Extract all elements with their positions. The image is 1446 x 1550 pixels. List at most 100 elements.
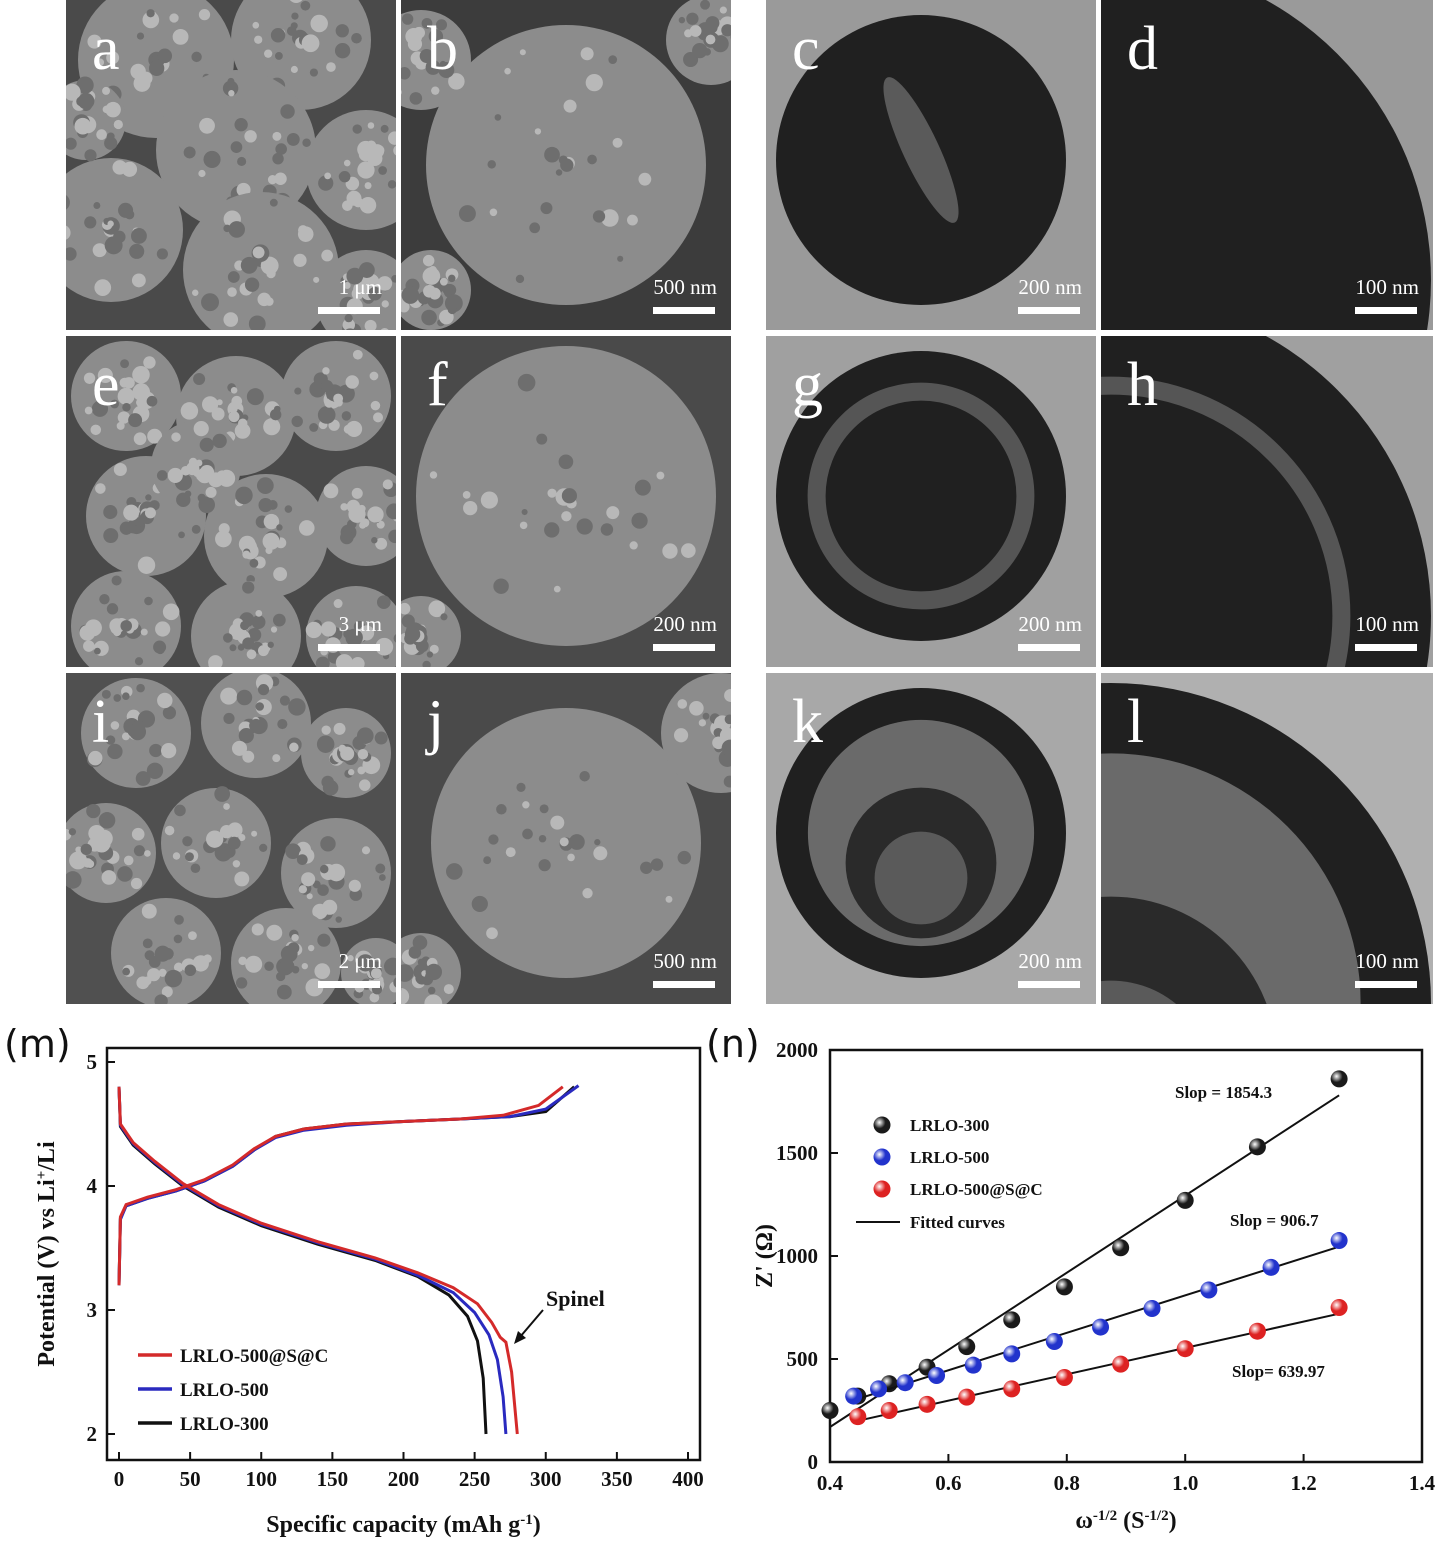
x-axis-label: ω-1/2 (S-1/2) xyxy=(1075,1508,1176,1534)
x-tick-label: 200 xyxy=(388,1467,420,1491)
legend-label: LRLO-300 xyxy=(910,1116,989,1135)
x-tick-label: 0 xyxy=(114,1467,125,1491)
x-tick-label: 50 xyxy=(180,1467,201,1491)
data-point-LRLO-500 xyxy=(1092,1318,1110,1336)
series-line-LRLO-300 xyxy=(117,1086,488,1435)
scale-bar xyxy=(653,644,715,651)
data-point-LRLO-300 xyxy=(1112,1239,1130,1257)
x-tick-label: 1.4 xyxy=(1409,1471,1436,1495)
data-point-LRLO-300 xyxy=(821,1402,839,1419)
slope-label: Slop = 906.7 xyxy=(1230,1211,1319,1230)
panel-letter: a xyxy=(92,15,120,83)
scale-bar-label: 200 nm xyxy=(1018,612,1082,636)
data-point-LRLO-300 xyxy=(1176,1191,1194,1209)
scale-bar-label: 100 nm xyxy=(1355,612,1419,636)
micrograph-panel-k: k 200 nm xyxy=(766,673,1096,1004)
panel-letter: i xyxy=(92,688,110,756)
data-point-LRLO-500 xyxy=(1262,1258,1280,1276)
scale-bar-label: 500 nm xyxy=(653,949,717,973)
micrograph-image xyxy=(401,0,731,330)
x-tick-label: 0.6 xyxy=(935,1471,961,1495)
micrograph-image xyxy=(401,336,731,667)
scale-bar xyxy=(318,644,380,651)
x-tick-label: 0.4 xyxy=(817,1471,844,1495)
micrograph-panel-c: c 200 nm xyxy=(766,0,1096,330)
micrograph-panel-e: e 3 μm xyxy=(66,336,396,667)
hollow-sphere xyxy=(1101,336,1431,667)
scale-bar xyxy=(1355,644,1417,651)
data-point-LRLO-500 xyxy=(870,1380,888,1398)
data-point-LRLO-500 xyxy=(1143,1300,1161,1318)
scale-bar xyxy=(1018,307,1080,314)
y-tick-label: 2 xyxy=(87,1422,98,1446)
data-point-LRLO-300 xyxy=(1248,1138,1266,1156)
micrograph-image xyxy=(766,673,1096,1004)
data-point-LRLO-500 xyxy=(1045,1332,1063,1350)
scale-bar xyxy=(1355,981,1417,988)
legend-label: LRLO-500 xyxy=(910,1148,989,1167)
panel-letter: k xyxy=(792,688,823,756)
scale-bar xyxy=(318,307,380,314)
data-point-LRLO-500 xyxy=(964,1356,982,1374)
legend-label: LRLO-500@S@C xyxy=(910,1180,1043,1199)
micrograph-panel-j: j 500 nm xyxy=(401,673,731,1004)
data-point-LRLO-500@S@C xyxy=(1330,1299,1348,1316)
scale-bar xyxy=(653,307,715,314)
micrograph-panel-g: g 200 nm xyxy=(766,336,1096,667)
x-axis-label: Specific capacity (mAh g-1) xyxy=(266,1512,540,1538)
data-point-LRLO-500@S@C xyxy=(958,1388,976,1406)
scale-bar xyxy=(653,981,715,988)
scale-bar-label: 3 μm xyxy=(338,612,382,636)
scale-bar-label: 200 nm xyxy=(1018,275,1082,299)
y-axis-label: Potential (V) vs Li+/Li xyxy=(34,1141,60,1367)
data-point-LRLO-500@S@C xyxy=(849,1408,867,1426)
legend-label: LRLO-300 xyxy=(180,1414,269,1435)
data-point-LRLO-500@S@C xyxy=(1176,1340,1194,1358)
plot-frame xyxy=(828,1048,1424,1464)
data-point-LRLO-500@S@C xyxy=(880,1402,898,1419)
data-point-LRLO-500@S@C xyxy=(1055,1369,1073,1387)
y-tick-label: 2000 xyxy=(776,1038,818,1062)
panel-letter: c xyxy=(792,15,820,83)
data-point-LRLO-500 xyxy=(845,1387,863,1405)
scale-bar-label: 200 nm xyxy=(1018,949,1082,973)
series-line-LRLO-500 xyxy=(117,1086,508,1435)
x-tick-label: 250 xyxy=(459,1467,491,1491)
spinel-annotation: Spinel xyxy=(546,1286,605,1311)
x-tick-label: 1.0 xyxy=(1172,1471,1198,1495)
data-point-LRLO-300 xyxy=(1330,1070,1348,1088)
panel-letter: b xyxy=(427,15,458,83)
data-point-LRLO-500 xyxy=(1330,1232,1348,1250)
micrograph-panel-d: d 100 nm xyxy=(1101,0,1433,330)
data-point-LRLO-300 xyxy=(1003,1311,1021,1329)
spinel-arrowhead xyxy=(514,1331,526,1344)
micrograph-panel-f: f 200 nm xyxy=(401,336,731,667)
impedance-slope-chart: 0.4 0.6 0.8 1.0 1.2 1.4 0 500 1000 1500 2000 ω-1/2 … xyxy=(752,1038,1436,1534)
data-point-LRLO-500 xyxy=(896,1374,914,1392)
scale-bar-label: 100 nm xyxy=(1355,949,1419,973)
legend-marker xyxy=(873,1180,891,1198)
micrograph-panel-h: h 100 nm xyxy=(1101,336,1433,667)
legend-label: LRLO-500 xyxy=(180,1380,269,1401)
spinel-arrow xyxy=(519,1309,544,1338)
panel-letter: f xyxy=(427,351,448,419)
scale-bar xyxy=(1018,644,1080,651)
x-tick-label: 150 xyxy=(317,1467,349,1491)
micrograph-image xyxy=(1101,336,1433,667)
data-point-LRLO-500 xyxy=(1200,1281,1218,1299)
data-point-LRLO-300 xyxy=(958,1338,976,1356)
panel-tag-m: (m) xyxy=(4,1022,71,1066)
panel-tag-n: (n) xyxy=(706,1022,760,1066)
micrograph-panel-i: i 2 μm xyxy=(66,673,396,1004)
x-tick-label: 100 xyxy=(246,1467,278,1491)
panel-letter: d xyxy=(1127,15,1158,83)
micrograph-image xyxy=(66,673,396,1004)
y-tick-label: 5 xyxy=(87,1050,98,1074)
x-tick-label: 1.2 xyxy=(1290,1471,1316,1495)
y-tick-label: 3 xyxy=(87,1298,98,1322)
micrograph-image xyxy=(1101,0,1433,330)
data-point-LRLO-500@S@C xyxy=(1248,1322,1266,1340)
particle xyxy=(66,158,183,302)
data-point-LRLO-500 xyxy=(928,1366,946,1384)
data-point-LRLO-500 xyxy=(1003,1345,1021,1363)
